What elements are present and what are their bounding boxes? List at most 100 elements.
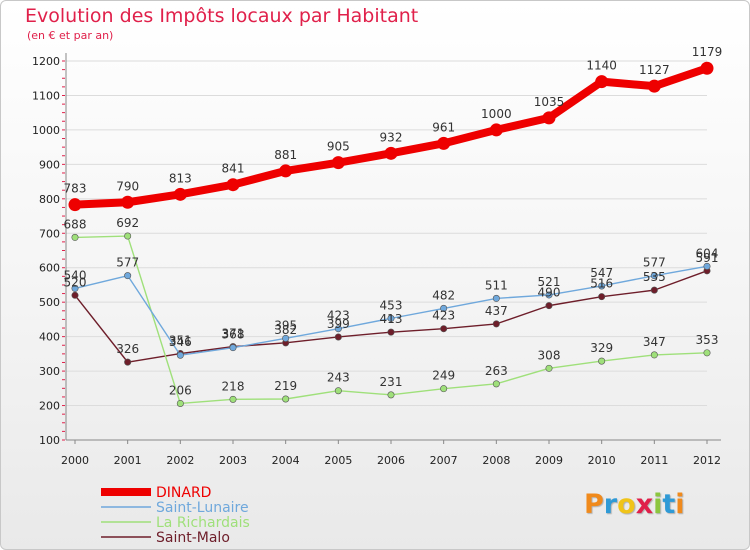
data-point xyxy=(384,146,398,160)
data-label: 516 xyxy=(590,277,613,291)
y-tick-label: 600 xyxy=(39,262,60,275)
y-tick-label: 700 xyxy=(39,227,60,240)
data-label: 395 xyxy=(274,318,297,332)
data-point xyxy=(598,293,606,301)
data-label: 521 xyxy=(538,275,561,289)
data-point xyxy=(121,195,135,209)
data-label: 1179 xyxy=(692,45,723,59)
data-label: 790 xyxy=(116,179,139,193)
data-point xyxy=(331,156,345,170)
data-label: 905 xyxy=(327,140,350,154)
logo-letter: x xyxy=(635,489,654,520)
data-label: 249 xyxy=(432,369,455,383)
data-label: 423 xyxy=(432,309,455,323)
data-point xyxy=(226,178,240,192)
data-point xyxy=(492,320,500,328)
data-point xyxy=(492,294,500,302)
data-label: 783 xyxy=(64,182,87,196)
data-point xyxy=(229,395,237,403)
proxiti-logo: Proxiti xyxy=(584,489,685,520)
data-label: 547 xyxy=(590,266,613,280)
data-point xyxy=(545,364,553,372)
data-point xyxy=(647,79,661,93)
data-label: 206 xyxy=(169,383,192,397)
y-tick-label: 1200 xyxy=(32,55,60,68)
logo-letter: r xyxy=(603,489,618,520)
data-point xyxy=(282,334,290,342)
data-label: 231 xyxy=(380,375,403,389)
x-tick-label: 2004 xyxy=(272,454,300,467)
data-label: 604 xyxy=(696,246,719,260)
x-tick-label: 2006 xyxy=(377,454,405,467)
data-label: 540 xyxy=(64,268,87,282)
logo-letter: P xyxy=(584,489,604,520)
data-label: 577 xyxy=(116,256,139,270)
data-point xyxy=(229,344,237,352)
data-label: 423 xyxy=(327,309,350,323)
x-tick-label: 2007 xyxy=(430,454,458,467)
x-tick-label: 2000 xyxy=(61,454,89,467)
data-label: 413 xyxy=(380,312,403,326)
y-tick-label: 900 xyxy=(39,158,60,171)
data-label: 961 xyxy=(432,120,455,134)
data-point xyxy=(440,325,448,333)
data-label: 351 xyxy=(169,334,192,348)
x-tick-label: 2005 xyxy=(324,454,352,467)
data-label: 243 xyxy=(327,371,350,385)
y-tick-label: 400 xyxy=(39,331,60,344)
x-tick-label: 2001 xyxy=(114,454,142,467)
data-point xyxy=(334,325,342,333)
data-label: 577 xyxy=(643,256,666,270)
logo-letter: i xyxy=(675,489,685,520)
data-label: 453 xyxy=(380,298,403,312)
x-tick-label: 2002 xyxy=(166,454,194,467)
data-point xyxy=(387,328,395,336)
logo-letter: i xyxy=(653,489,663,520)
data-label: 353 xyxy=(696,333,719,347)
data-point xyxy=(176,399,184,407)
data-point xyxy=(282,395,290,403)
y-tick-label: 1000 xyxy=(32,124,60,137)
data-label: 591 xyxy=(696,251,719,265)
x-tick-label: 2010 xyxy=(588,454,616,467)
data-label: 437 xyxy=(485,304,508,318)
x-tick-label: 2009 xyxy=(535,454,563,467)
data-point xyxy=(71,233,79,241)
data-point xyxy=(545,291,553,299)
data-point xyxy=(279,164,293,178)
data-label: 1035 xyxy=(534,95,565,109)
data-point xyxy=(703,349,711,357)
data-label: 219 xyxy=(274,379,297,393)
y-tick-label: 200 xyxy=(39,400,60,413)
x-tick-label: 2012 xyxy=(693,454,721,467)
data-label: 382 xyxy=(274,323,297,337)
data-label: 346 xyxy=(169,335,192,349)
data-label: 371 xyxy=(222,327,245,341)
x-tick-label: 2011 xyxy=(640,454,668,467)
y-tick-label: 300 xyxy=(39,365,60,378)
data-label: 490 xyxy=(538,286,561,300)
data-label: 841 xyxy=(222,162,245,176)
chart-title: Evolution des Impôts locaux par Habitant xyxy=(25,5,419,27)
y-tick-label: 1100 xyxy=(32,89,60,102)
data-label: 263 xyxy=(485,364,508,378)
data-point xyxy=(598,357,606,365)
data-point xyxy=(124,272,132,280)
data-label: 368 xyxy=(222,328,245,342)
data-point xyxy=(387,314,395,322)
data-label: 308 xyxy=(538,348,561,362)
data-point xyxy=(598,282,606,290)
data-point xyxy=(542,111,556,125)
data-label: 347 xyxy=(643,335,666,349)
data-label: 688 xyxy=(64,217,87,231)
data-label: 1000 xyxy=(481,107,512,121)
data-point xyxy=(545,302,553,310)
data-point xyxy=(595,75,609,89)
y-tick-label: 500 xyxy=(39,296,60,309)
data-point xyxy=(71,291,79,299)
x-tick-label: 2003 xyxy=(219,454,247,467)
data-point xyxy=(334,387,342,395)
data-point xyxy=(700,61,714,75)
data-point xyxy=(492,380,500,388)
